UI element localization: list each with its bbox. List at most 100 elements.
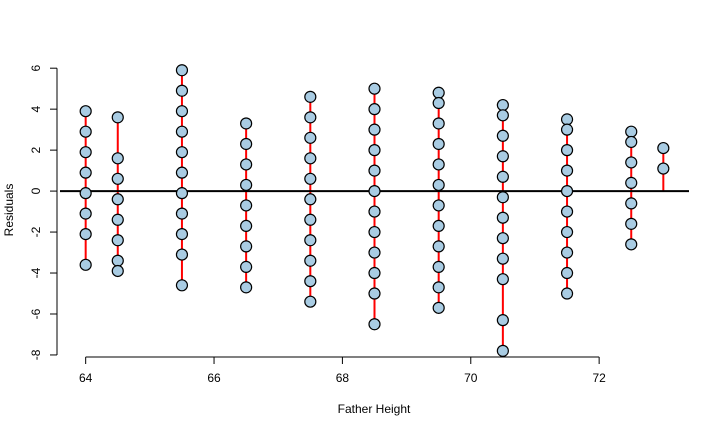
data-point xyxy=(304,152,317,165)
data-point xyxy=(368,184,381,198)
data-point xyxy=(175,105,189,118)
data-point xyxy=(496,109,509,122)
data-point xyxy=(304,172,317,185)
data-point xyxy=(432,96,445,110)
data-point xyxy=(368,225,381,239)
data-point xyxy=(432,178,445,192)
data-point xyxy=(432,158,445,171)
y-tick-label: 4 xyxy=(29,106,43,113)
data-point xyxy=(496,211,509,224)
data-point xyxy=(111,264,124,278)
x-axis-label: Father Height xyxy=(338,402,411,416)
data-point xyxy=(368,164,381,177)
data-point xyxy=(175,125,189,138)
data-point xyxy=(175,64,189,77)
y-tick-label: 0 xyxy=(29,187,43,194)
data-point xyxy=(560,144,574,157)
data-point xyxy=(432,199,445,212)
data-point xyxy=(432,137,445,151)
data-point xyxy=(240,260,253,273)
data-point xyxy=(111,193,124,206)
y-tick-label: -2 xyxy=(29,226,43,237)
data-point xyxy=(496,98,509,112)
data-point xyxy=(175,207,189,220)
data-point xyxy=(432,281,445,294)
data-point xyxy=(79,228,92,241)
data-point xyxy=(560,164,574,177)
data-point xyxy=(240,199,253,212)
data-point xyxy=(560,287,574,300)
data-point xyxy=(625,238,638,251)
data-point xyxy=(175,279,189,292)
data-point xyxy=(304,111,317,124)
data-point xyxy=(111,254,124,267)
data-point xyxy=(560,113,574,126)
data-point xyxy=(304,295,317,308)
data-point xyxy=(79,207,92,220)
x-tick-label: 68 xyxy=(336,371,350,385)
data-point xyxy=(368,266,381,280)
data-point xyxy=(304,213,317,226)
data-point xyxy=(560,123,574,136)
data-point xyxy=(175,228,189,241)
x-tick-label: 64 xyxy=(79,371,93,385)
data-point xyxy=(657,162,670,175)
y-tick-label: 2 xyxy=(29,146,43,153)
data-point xyxy=(432,86,445,99)
data-point xyxy=(79,187,92,200)
data-point xyxy=(79,166,92,179)
data-point xyxy=(368,287,381,300)
data-point xyxy=(175,187,189,200)
data-point xyxy=(79,125,92,138)
data-point xyxy=(240,158,253,171)
data-point xyxy=(496,314,509,327)
y-tick-label: -8 xyxy=(29,349,43,360)
data-point xyxy=(304,234,317,247)
data-point xyxy=(304,275,317,288)
data-point xyxy=(560,205,574,218)
data-point xyxy=(657,141,670,155)
data-point xyxy=(625,176,638,189)
data-point xyxy=(432,219,445,233)
x-tick-label: 70 xyxy=(464,371,478,385)
data-point xyxy=(175,166,189,179)
data-point xyxy=(368,144,381,157)
data-point xyxy=(240,240,253,253)
data-point xyxy=(79,258,92,271)
y-tick-label: 6 xyxy=(29,65,43,72)
data-point xyxy=(240,117,253,130)
data-point xyxy=(175,84,189,97)
data-point xyxy=(560,266,574,280)
data-point xyxy=(304,131,317,144)
x-tick-label: 66 xyxy=(207,371,221,385)
data-point xyxy=(175,146,189,159)
y-axis: -8 -6 -4 -2 0 2 4 6 xyxy=(29,65,58,360)
data-point xyxy=(432,240,445,253)
data-point xyxy=(111,152,124,165)
data-point xyxy=(560,246,574,259)
data-point xyxy=(240,137,253,151)
data-point xyxy=(625,125,638,138)
residual-points xyxy=(79,64,670,357)
data-point xyxy=(304,254,317,267)
data-point xyxy=(368,103,381,116)
data-point xyxy=(432,117,445,130)
data-point xyxy=(304,193,317,206)
y-tick-label: -6 xyxy=(29,308,43,319)
data-point xyxy=(240,178,253,192)
data-point xyxy=(111,234,124,247)
data-point xyxy=(368,318,381,331)
data-point xyxy=(79,146,92,159)
data-point xyxy=(625,197,638,210)
data-point xyxy=(111,111,124,124)
data-point xyxy=(560,225,574,239)
data-point xyxy=(496,170,509,183)
data-point xyxy=(240,281,253,294)
x-tick-label: 72 xyxy=(592,371,606,385)
data-point xyxy=(368,123,381,136)
data-point xyxy=(111,172,124,185)
data-point xyxy=(79,105,92,118)
data-point xyxy=(625,217,638,230)
